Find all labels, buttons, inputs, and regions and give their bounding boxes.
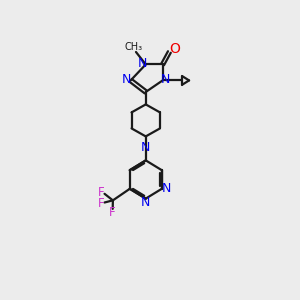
Text: F: F (98, 197, 105, 210)
Text: F: F (109, 206, 115, 219)
Text: N: N (161, 73, 170, 86)
Text: N: N (161, 182, 171, 195)
Text: CH₃: CH₃ (124, 42, 142, 52)
Text: N: N (138, 57, 147, 70)
Text: N: N (122, 73, 131, 86)
Text: N: N (141, 196, 150, 209)
Text: F: F (98, 186, 105, 199)
Text: N: N (141, 141, 150, 154)
Text: O: O (169, 42, 180, 56)
